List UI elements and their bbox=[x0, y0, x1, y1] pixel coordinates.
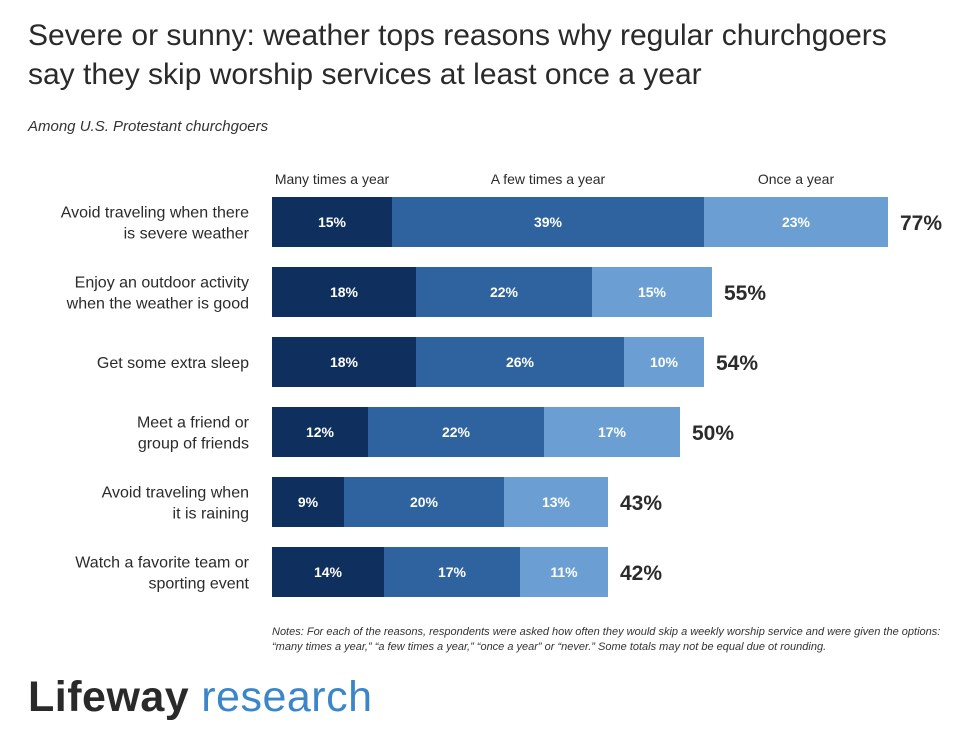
category-label: it is raining bbox=[173, 506, 249, 523]
total-label: 54% bbox=[716, 352, 758, 375]
chart-title: Severe or sunny: weather tops reasons wh… bbox=[28, 19, 887, 91]
bar-segment bbox=[368, 407, 544, 457]
data-label: 18% bbox=[330, 354, 359, 370]
chart-notes: Notes: For each of the reasons, responde… bbox=[272, 626, 941, 653]
category-label: Avoid traveling when bbox=[102, 485, 249, 502]
category-label: is severe weather bbox=[124, 226, 250, 243]
category-label: Get some extra sleep bbox=[97, 355, 249, 372]
total-label: 42% bbox=[620, 562, 662, 585]
total-label: 77% bbox=[900, 212, 942, 235]
category-label: sporting event bbox=[148, 576, 249, 593]
stacked-bar-chart: Many times a year A few times a year Once … bbox=[61, 171, 942, 597]
data-label: 15% bbox=[638, 284, 667, 300]
legend-label: Once a year bbox=[758, 171, 835, 187]
legend-label: Many times a year bbox=[275, 171, 390, 187]
total-label: 43% bbox=[620, 492, 662, 515]
bar-segment bbox=[272, 197, 392, 247]
data-label: 14% bbox=[314, 564, 343, 580]
bar-segment bbox=[592, 267, 712, 317]
bar-segment bbox=[272, 547, 384, 597]
category-label: group of friends bbox=[138, 436, 249, 453]
logo-brand: Lifeway bbox=[28, 673, 190, 721]
logo-sub: research bbox=[201, 673, 373, 721]
data-label: 12% bbox=[306, 424, 335, 440]
bar-segment bbox=[272, 477, 344, 527]
total-label: 55% bbox=[724, 282, 766, 305]
total-label: 50% bbox=[692, 422, 734, 445]
bar-segment bbox=[520, 547, 608, 597]
data-label: 22% bbox=[490, 284, 519, 300]
data-label: 20% bbox=[410, 494, 439, 510]
data-label: 26% bbox=[506, 354, 535, 370]
data-label: 9% bbox=[298, 494, 319, 510]
data-label: 13% bbox=[542, 494, 571, 510]
legend-label: A few times a year bbox=[491, 171, 606, 187]
bar-segment bbox=[416, 337, 624, 387]
bar-segment bbox=[704, 197, 888, 247]
data-label: 23% bbox=[782, 214, 811, 230]
data-label: 18% bbox=[330, 284, 359, 300]
data-label: 15% bbox=[318, 214, 347, 230]
bar-segment bbox=[392, 197, 704, 247]
bar-segment bbox=[344, 477, 504, 527]
lifeway-research-logo: Lifeway research bbox=[28, 672, 373, 722]
bar-segment bbox=[504, 477, 608, 527]
data-label: 17% bbox=[438, 564, 467, 580]
data-label: 39% bbox=[534, 214, 563, 230]
bar-segment bbox=[544, 407, 680, 457]
category-label: Meet a friend or bbox=[137, 415, 250, 432]
bar-segment bbox=[272, 407, 368, 457]
data-label: 22% bbox=[442, 424, 471, 440]
bar-segment bbox=[384, 547, 520, 597]
category-label: Watch a favorite team or bbox=[75, 555, 249, 572]
category-label: when the weather is good bbox=[66, 296, 249, 313]
bar-segment bbox=[272, 337, 416, 387]
category-label: Enjoy an outdoor activity bbox=[75, 275, 249, 292]
category-label: Avoid traveling when there bbox=[61, 205, 249, 222]
chart-subtitle: Among U.S. Protestant churchgoers bbox=[28, 118, 269, 135]
bar-segment bbox=[416, 267, 592, 317]
bar-segment bbox=[624, 337, 704, 387]
data-label: 17% bbox=[598, 424, 627, 440]
data-label: 10% bbox=[650, 354, 679, 370]
bar-segment bbox=[272, 267, 416, 317]
data-label: 11% bbox=[550, 564, 578, 580]
